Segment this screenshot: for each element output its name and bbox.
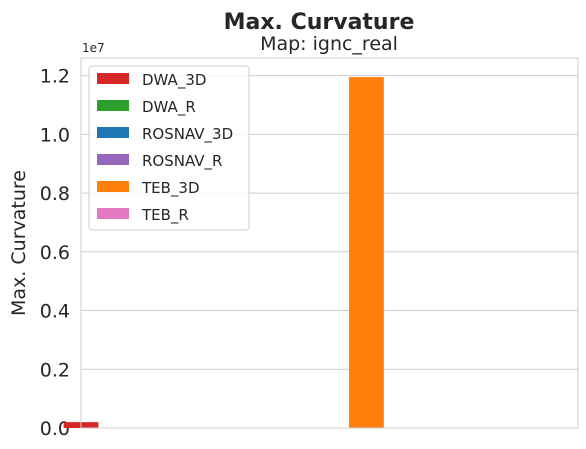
- plot-frame: [80, 57, 579, 429]
- bar-teb-3d: [349, 77, 384, 428]
- y-axis-label: Max. Curvature: [8, 170, 30, 316]
- y-tick-label: 0.0: [40, 418, 70, 440]
- y-tick-label: 0.8: [40, 183, 70, 205]
- y-offset-label: 1e7: [82, 41, 105, 55]
- legend-swatch: [97, 208, 129, 219]
- legend-swatch: [97, 127, 129, 138]
- legend-swatch: [97, 73, 129, 84]
- legend: DWA_3D DWA_R ROSNAV_3D ROSNAV_R TEB_3D TEB_R: [88, 65, 250, 231]
- y-tick-label: 0.2: [40, 359, 70, 381]
- legend-label: TEB_R: [141, 206, 189, 225]
- legend-swatch: [97, 100, 129, 111]
- y-tick-label: 1.0: [40, 124, 70, 146]
- legend-swatch: [97, 181, 129, 192]
- chart-subtitle: Map: ignc_real: [260, 33, 398, 55]
- legend-label: TEB_3D: [141, 179, 200, 198]
- y-tick-label: 0.6: [40, 242, 70, 264]
- legend-label: DWA_R: [142, 98, 196, 117]
- legend-label: ROSNAV_R: [142, 152, 222, 171]
- bars: [63, 77, 384, 428]
- y-tick-label: 0.4: [40, 301, 70, 323]
- legend-swatch: [97, 154, 129, 165]
- legend-label: ROSNAV_3D: [142, 125, 233, 144]
- chart-title: Max. Curvature: [224, 10, 415, 35]
- y-ticks: 0.0 0.2 0.4 0.6 0.8 1.0 1.2: [40, 66, 70, 440]
- y-tick-label: 1.2: [40, 66, 70, 88]
- legend-label: DWA_3D: [142, 71, 206, 90]
